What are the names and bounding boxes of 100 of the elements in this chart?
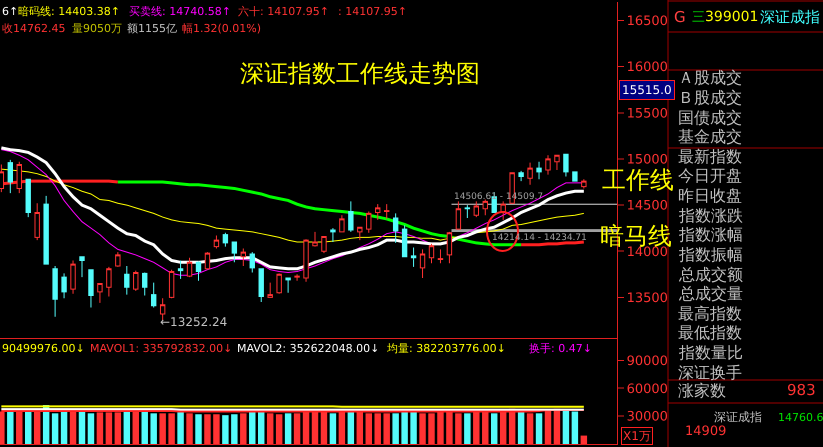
candlestick (186, 257, 192, 278)
annotation: 暗码线: 14403.38↑ (18, 5, 120, 18)
candlestick (294, 274, 300, 282)
candlestick (438, 248, 444, 264)
annotation: MAVOL2: 352622048.00↓ (237, 342, 380, 355)
text: 指数振幅 (678, 245, 743, 264)
y-tick-label: 15500 (626, 106, 668, 122)
bar (383, 413, 390, 444)
annotation: 额1155亿 (127, 22, 177, 35)
bar (106, 412, 112, 444)
candlestick (456, 200, 462, 230)
candlestick (232, 242, 238, 263)
bar (580, 436, 588, 444)
candlestick (474, 200, 479, 218)
bar (78, 411, 86, 444)
y-tick-label: 16000 (626, 60, 668, 76)
bar (96, 412, 104, 444)
bar (150, 413, 157, 444)
candlestick (527, 162, 533, 186)
annotation: 换手: 0.47↓ (529, 342, 592, 355)
candlestick (124, 266, 130, 296)
line-series (0, 168, 584, 242)
bar (222, 415, 229, 444)
text: Ａ股成交 (678, 68, 742, 87)
bar (240, 413, 247, 444)
candlestick (500, 200, 506, 220)
bar (392, 413, 399, 444)
candlestick (276, 272, 282, 294)
bar (276, 414, 282, 444)
candlestick (464, 204, 470, 218)
text: 深证指数工作线走势图 (240, 59, 480, 88)
y-tick-label: 90000 (626, 354, 668, 369)
bar (114, 412, 122, 444)
bar (284, 413, 292, 444)
bar (562, 410, 570, 444)
bar (34, 411, 40, 444)
text: 指数涨跌 (678, 206, 743, 225)
candlestick (330, 228, 336, 242)
text: 指数涨幅 (678, 225, 743, 244)
candlestick (357, 226, 362, 241)
text: 深证成指 (760, 8, 820, 26)
text: 399001 (705, 9, 758, 25)
candlestick (554, 154, 560, 170)
bar (52, 413, 58, 444)
bar (312, 411, 318, 444)
bar (464, 413, 471, 444)
text: 最低指数 (678, 323, 742, 342)
text: 三 (692, 10, 705, 25)
candlestick (518, 170, 524, 182)
y-tick-label: 14500 (626, 198, 668, 214)
candlestick (267, 282, 273, 298)
bar (186, 413, 193, 444)
candlestick (392, 212, 398, 244)
bar (177, 412, 184, 444)
bar (401, 411, 408, 444)
candlestick (106, 266, 112, 297)
candlestick (52, 266, 58, 318)
bar (16, 411, 22, 444)
text: 深证换手 (678, 363, 742, 382)
candlestick (312, 231, 318, 248)
candlestick (348, 200, 354, 232)
bar (302, 412, 310, 444)
annotation: 6↑ (2, 5, 18, 18)
candlestick (563, 154, 569, 177)
candlestick (402, 224, 408, 258)
candlestick (428, 243, 434, 264)
bar (455, 413, 462, 444)
bar (366, 413, 372, 444)
bar (266, 413, 274, 444)
candlestick (43, 195, 49, 265)
text: 最高指数 (678, 304, 742, 323)
candlestick (88, 269, 94, 308)
candlestick (115, 252, 121, 268)
candlestick (26, 178, 31, 218)
annotation: : 14107.95↑ (338, 5, 407, 18)
bar (168, 413, 175, 444)
candlestick (222, 232, 228, 248)
candlestick (168, 269, 174, 299)
text: G (674, 8, 686, 26)
bar (536, 413, 542, 444)
bar (7, 411, 14, 444)
candlestick (366, 211, 372, 234)
bar (204, 414, 211, 444)
bar (338, 412, 346, 444)
text: X1万 (623, 429, 651, 443)
bar (88, 413, 94, 444)
text: 昨日收盘 (678, 186, 742, 205)
text: 最新指数 (678, 147, 742, 166)
annotation: 量9050万 (72, 22, 122, 35)
bar (132, 410, 139, 444)
candlestick (420, 248, 426, 278)
bar (231, 414, 238, 444)
candlestick (482, 199, 488, 216)
bar (195, 414, 202, 444)
annotation: 均量: 382203776.00↓ (386, 342, 506, 355)
text: 15515.0 (622, 83, 672, 97)
bar (500, 412, 506, 444)
bar (258, 411, 264, 444)
text: 深证成指 (714, 410, 762, 424)
candlestick (384, 204, 390, 220)
